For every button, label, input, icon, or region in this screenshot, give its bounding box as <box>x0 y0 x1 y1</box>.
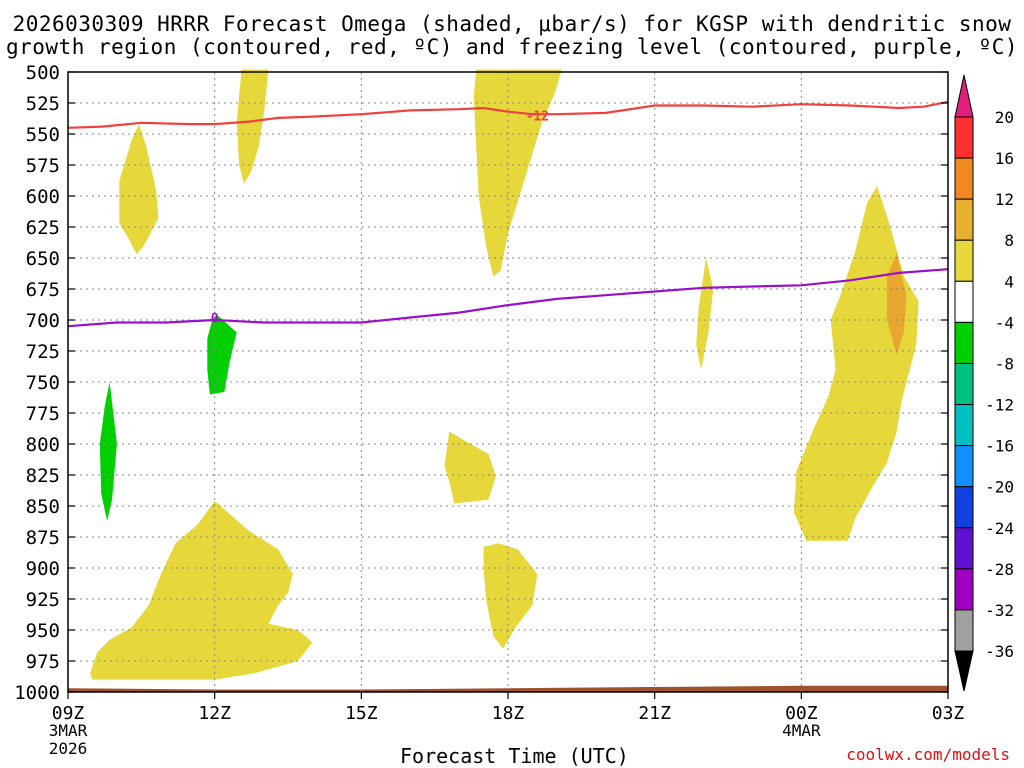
credit-link[interactable]: coolwx.com/models <box>846 745 1010 764</box>
colorbar-swatch-8 <box>954 404 974 447</box>
x-tick-label-09Z: 09Z <box>52 703 85 724</box>
y-tick-label-575: 575 <box>26 155 60 177</box>
y-tick-label-900: 900 <box>26 558 60 580</box>
terrain-layer <box>68 685 948 692</box>
colorbar-swatch-11 <box>954 527 974 570</box>
colorbar-bottom-arrow <box>954 650 974 692</box>
colorbar-swatch-9 <box>954 445 974 488</box>
colorbar-swatch-12 <box>954 568 974 611</box>
x-tick-label-21Z: 21Z <box>638 703 671 724</box>
y-tick-label-600: 600 <box>26 186 60 208</box>
y-tick-label-700: 700 <box>26 310 60 332</box>
colorbar-label--4: -4 <box>995 313 1014 332</box>
omega-region-pos4-1 <box>90 501 313 680</box>
contour-label-freezing-level-0c: 0 <box>211 312 219 327</box>
colorbar-label-16: 16 <box>995 149 1014 168</box>
contour-lines: -12 0 <box>67 100 949 328</box>
y-tick-label-650: 650 <box>26 248 60 270</box>
colorbar-label--16: -16 <box>985 437 1014 456</box>
contour-dendritic-growth-12c <box>67 100 949 129</box>
omega-region-pos4-3 <box>236 69 269 184</box>
x-tick-label-00Z: 00Z <box>785 703 818 724</box>
omega-region-pos4-6 <box>483 543 538 649</box>
y-tick-label-825: 825 <box>26 465 60 487</box>
y-tick-label-550: 550 <box>26 124 60 146</box>
y-tick-label-800: 800 <box>26 434 60 456</box>
y-tick-label-525: 525 <box>26 93 60 115</box>
y-tick-label-850: 850 <box>26 496 60 518</box>
colorbar-label-4: 4 <box>1004 272 1014 291</box>
colorbar-top-arrow <box>954 74 974 118</box>
chart-title-line2: growth region (contoured, red, ºC) and f… <box>5 35 1019 59</box>
colorbar-swatch-10 <box>954 486 974 529</box>
terrain-fill <box>68 685 948 692</box>
colorbar-label-12: 12 <box>995 190 1014 209</box>
omega-shading <box>90 69 919 680</box>
y-tick-label-625: 625 <box>26 217 60 239</box>
y-tick-label-950: 950 <box>26 620 60 642</box>
y-tick-label-500: 500 <box>26 62 60 84</box>
y-tick-label-925: 925 <box>26 589 60 611</box>
colorbar-label-8: 8 <box>1004 231 1014 250</box>
x-tick-label-15Z: 15Z <box>345 703 378 724</box>
colorbar: 20 16 12 8 4 -4 -8 -12 -16 -20 -24 -28 -32 -36 <box>954 74 1014 692</box>
omega-region-pos4-5 <box>444 431 496 504</box>
y-tick-label-775: 775 <box>26 403 60 425</box>
colorbar-label--12: -12 <box>985 396 1014 415</box>
colorbar-label-20: 20 <box>995 108 1014 127</box>
colorbar-swatch-5 <box>954 280 974 323</box>
omega-region-pos4-2 <box>119 124 159 255</box>
y-tick-label-975: 975 <box>26 651 60 673</box>
contour-label-dendritic-growth-12c: -12 <box>526 109 549 124</box>
x-axis-label: Forecast Time (UTC) <box>400 744 629 768</box>
y-tick-label-875: 875 <box>26 527 60 549</box>
y-tick-label-750: 750 <box>26 372 60 394</box>
x-tick-label-18Z: 18Z <box>492 703 525 724</box>
colorbar-swatch-3 <box>954 198 974 241</box>
x-tick-sublabel-3MAR: 3MAR <box>49 721 88 740</box>
colorbar-swatch-4 <box>954 239 974 282</box>
x-tick-label-03Z: 03Z <box>932 703 965 724</box>
colorbar-swatch-7 <box>954 362 974 406</box>
omega-region-pos4-7 <box>696 258 714 370</box>
y-tick-label-675: 675 <box>26 279 60 301</box>
colorbar-label--28: -28 <box>985 560 1014 579</box>
contour-freezing-level-0c <box>67 268 949 328</box>
x-tick-sublabel-4MAR: 4MAR <box>782 721 821 740</box>
colorbar-swatch-6 <box>954 321 974 364</box>
omega-region-neg4-11 <box>207 315 237 395</box>
colorbar-swatch-1 <box>954 116 974 159</box>
colorbar-label--20: -20 <box>985 478 1014 497</box>
chart-title-line1: 2026030309 HRRR Forecast Omega (shaded, … <box>12 12 1012 36</box>
colorbar-label--24: -24 <box>985 519 1014 538</box>
colorbar-label--8: -8 <box>995 354 1014 373</box>
x-tick-sublabel2-2026: 2026 <box>49 739 88 758</box>
omega-region-pos8-9 <box>886 253 907 355</box>
colorbar-swatch-2 <box>954 157 974 200</box>
omega-region-pos4-4 <box>473 69 562 277</box>
y-tick-label-725: 725 <box>26 341 60 363</box>
colorbar-label--32: -32 <box>985 601 1014 620</box>
omega-region-neg4-10 <box>99 382 117 521</box>
colorbar-swatch-13 <box>954 609 974 652</box>
gridlines <box>68 72 948 692</box>
y-tick-label-1000: 1000 <box>14 682 60 704</box>
x-tick-label-12Z: 12Z <box>198 703 231 724</box>
y-axis: 500 525 550 575 600 625 650 675 700 725 750 775 800 8… <box>14 62 948 704</box>
colorbar-label--36: -36 <box>985 642 1014 661</box>
